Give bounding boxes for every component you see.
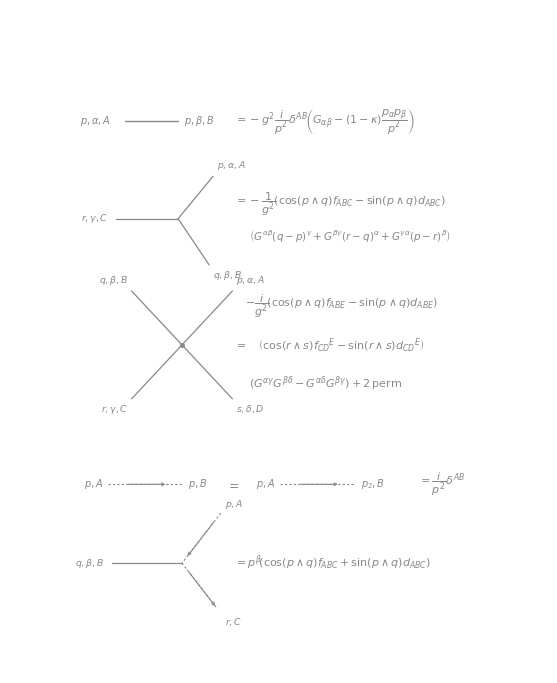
Text: $q,\beta,B$: $q,\beta,B$ xyxy=(99,274,128,287)
Text: $p_2,B$: $p_2,B$ xyxy=(361,477,385,491)
Text: $r,\gamma,C$: $r,\gamma,C$ xyxy=(101,403,128,416)
Text: $\left(G^{\alpha\beta}(q-p)^\gamma + G^{\beta\gamma}(r-q)^\alpha + G^{\gamma\alp: $\left(G^{\alpha\beta}(q-p)^\gamma + G^{… xyxy=(249,227,451,244)
Text: $p,A$: $p,A$ xyxy=(256,477,275,491)
Text: $p,A$: $p,A$ xyxy=(224,498,243,511)
Text: $p,\alpha,A$: $p,\alpha,A$ xyxy=(236,274,266,287)
Text: $p,\beta,B$: $p,\beta,B$ xyxy=(184,115,215,128)
Text: $= p^\beta\!\left(\cos(p\wedge q)f_{ABC} + \sin(p\wedge q)d_{ABC}\right)$: $= p^\beta\!\left(\cos(p\wedge q)f_{ABC}… xyxy=(234,554,431,572)
Text: $= -g^2\dfrac{i}{p^2}\delta^{AB}\!\left(G_{\alpha\beta} - (1-\kappa)\dfrac{p_\al: $= -g^2\dfrac{i}{p^2}\delta^{AB}\!\left(… xyxy=(234,107,414,136)
Text: $\left(G^{\alpha\gamma}G^{\beta\delta} - G^{\alpha\delta}G^{\beta\gamma}\right) : $\left(G^{\alpha\gamma}G^{\beta\delta} -… xyxy=(249,374,402,393)
Text: $s,\delta,D$: $s,\delta,D$ xyxy=(236,403,265,415)
Text: $= -\dfrac{1}{g^2}\!\left(\cos(p\wedge q)f_{ABC} - \sin(p\wedge q)d_{ABC}\right): $= -\dfrac{1}{g^2}\!\left(\cos(p\wedge q… xyxy=(234,191,446,219)
Text: $=\quad\left(\cos(r\wedge s)f_{CD}{}^{E} - \sin(r\wedge s)d_{CD}{}^{E}\right)$: $=\quad\left(\cos(r\wedge s)f_{CD}{}^{E}… xyxy=(234,336,424,354)
Text: $-\dfrac{i}{g^2}\!\left(\cos(p\wedge q)f_{ABE} - \sin(p\wedge q)d_{ABE}\right)$: $-\dfrac{i}{g^2}\!\left(\cos(p\wedge q)f… xyxy=(245,293,438,320)
Text: $p,\alpha,A$: $p,\alpha,A$ xyxy=(80,115,111,128)
Text: $=$: $=$ xyxy=(226,478,239,491)
Text: $p,A$: $p,A$ xyxy=(84,477,103,491)
Text: $p,\alpha,A$: $p,\alpha,A$ xyxy=(217,160,246,173)
Text: $q,\beta,B$: $q,\beta,B$ xyxy=(213,268,242,282)
Text: $=\dfrac{i}{p^2}\delta^{AB}$: $=\dfrac{i}{p^2}\delta^{AB}$ xyxy=(418,471,466,498)
Text: $q,\beta,B$: $q,\beta,B$ xyxy=(75,557,105,570)
Text: $r,C$: $r,C$ xyxy=(224,615,242,628)
Text: $r,\gamma,C$: $r,\gamma,C$ xyxy=(81,212,109,225)
Text: $p,B$: $p,B$ xyxy=(188,477,208,491)
